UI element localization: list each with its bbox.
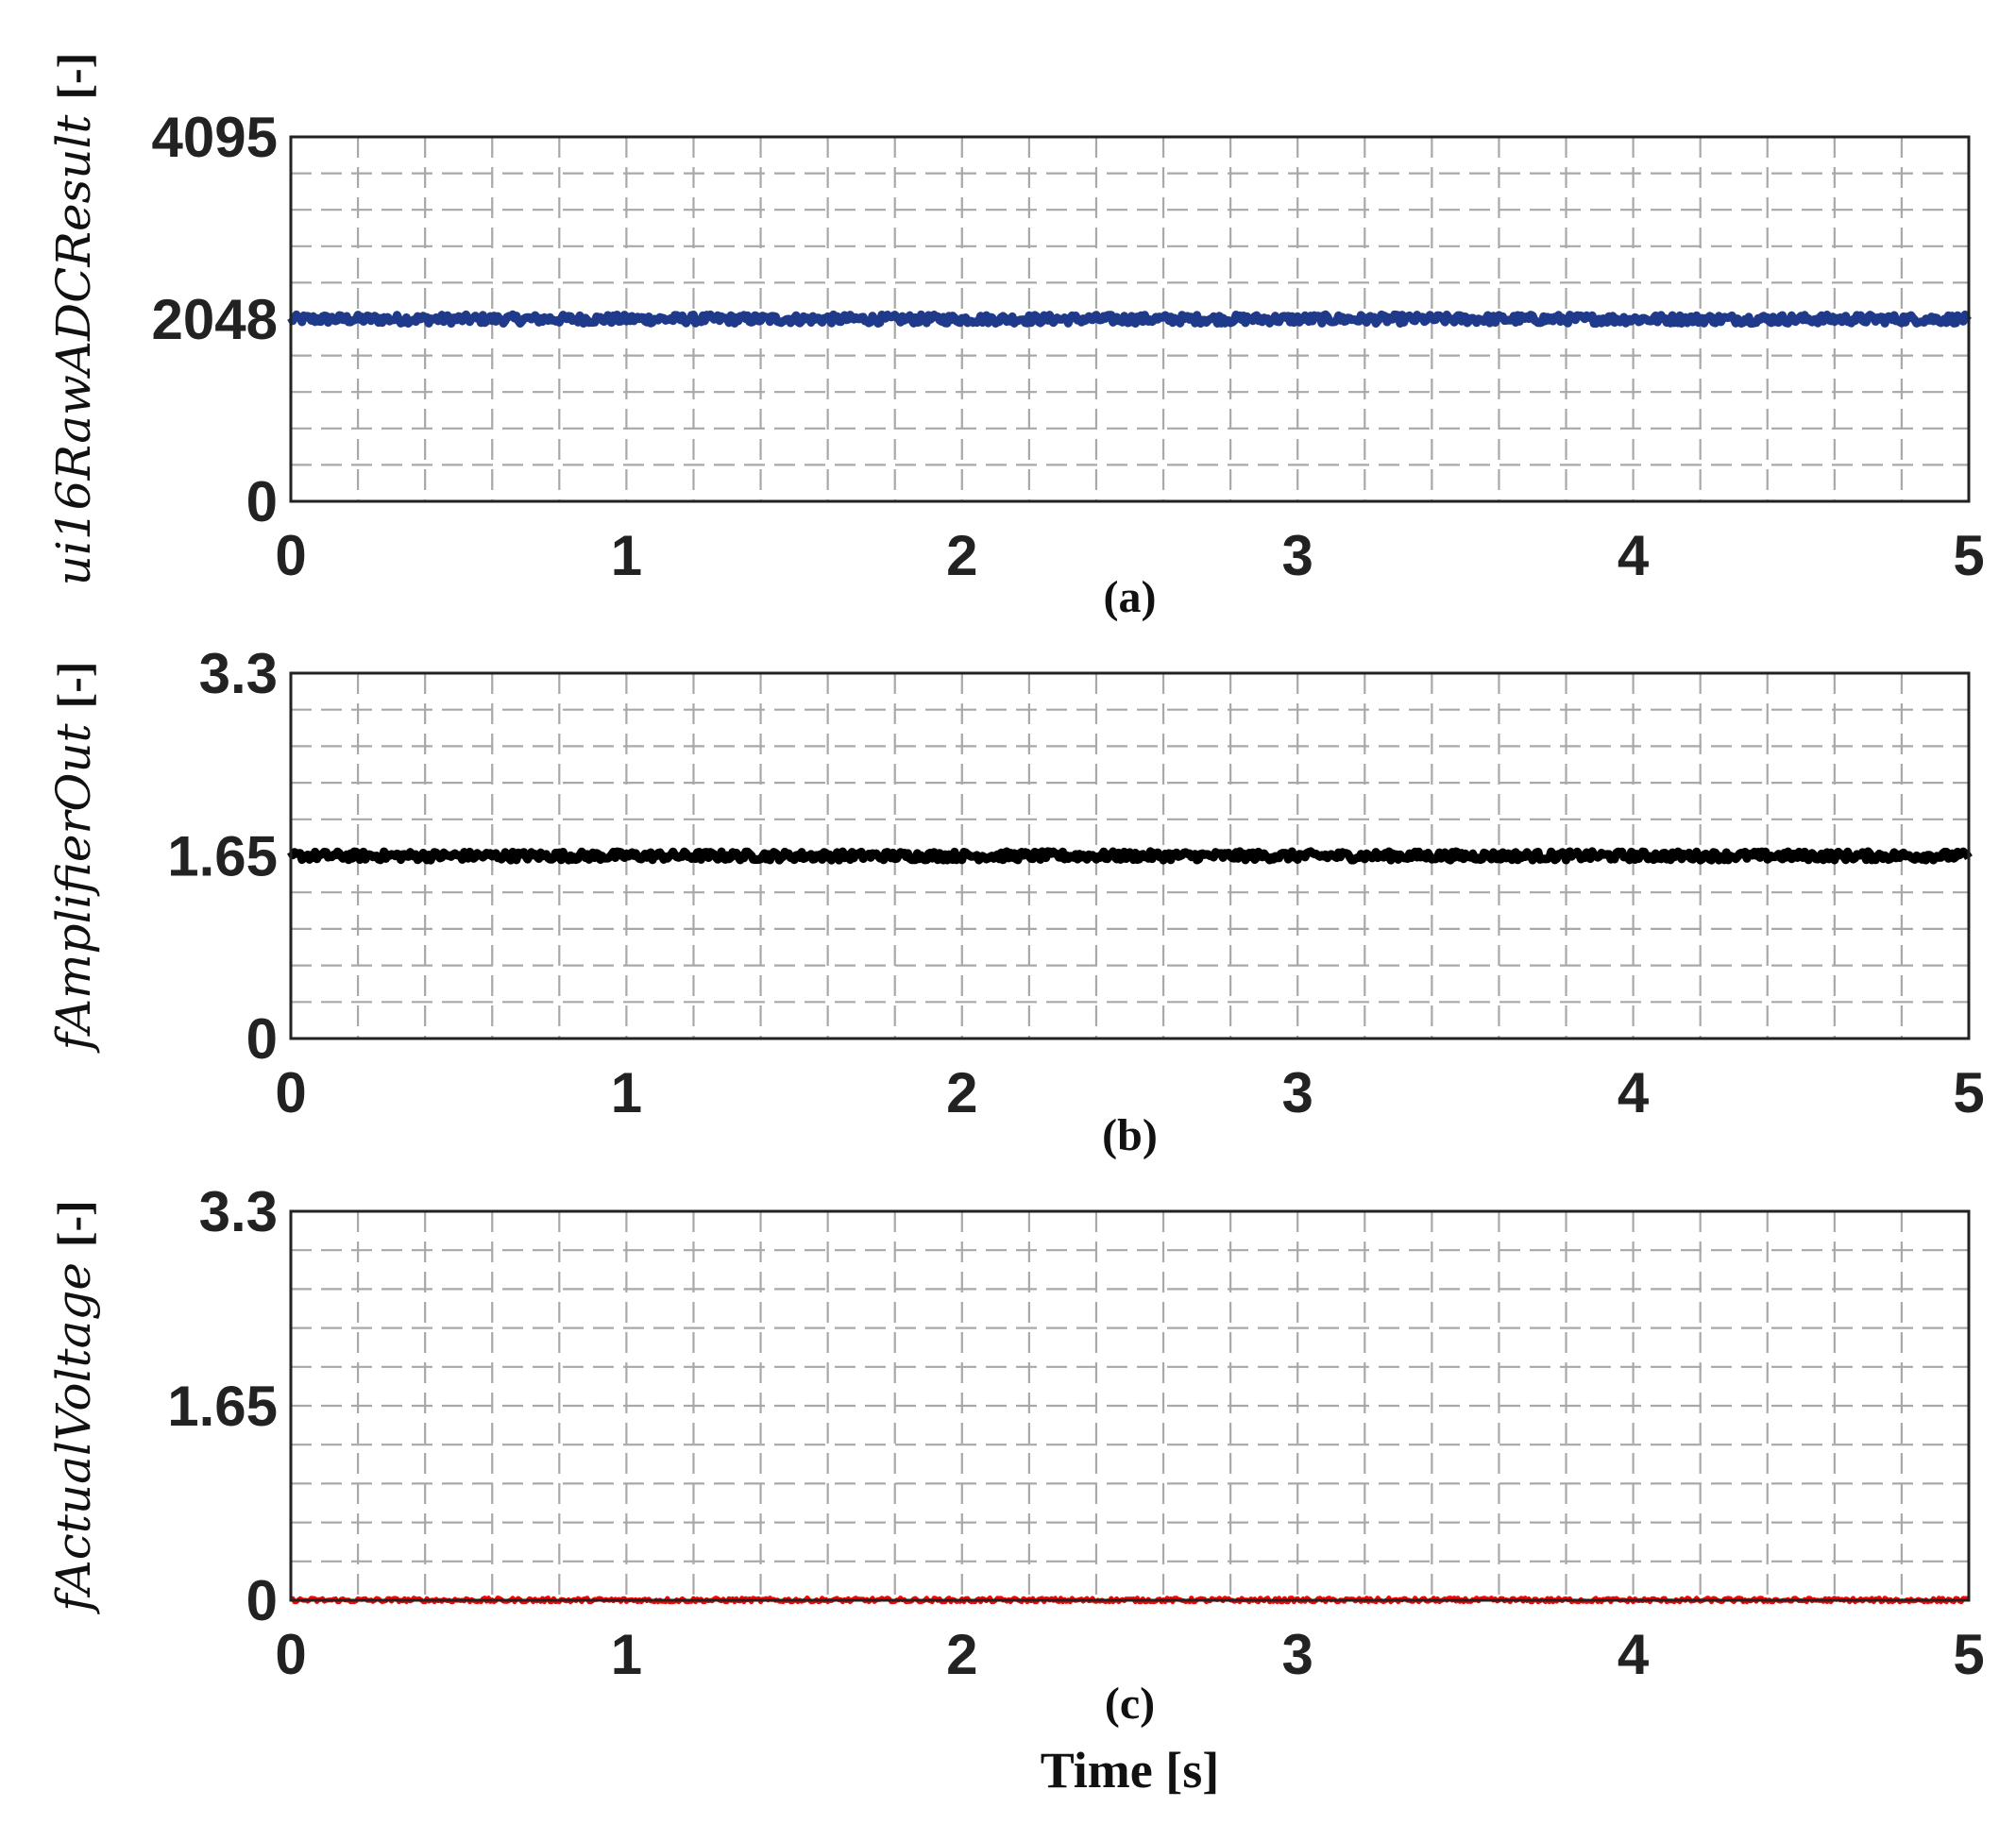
y-tick-label: 1.65 xyxy=(167,1375,278,1438)
y-tick-label: 0 xyxy=(246,1569,278,1632)
panel-a: 0 1 2 3 4 5 0 2048 4095 ui16RawADCResult [-] (a) xyxy=(46,53,1985,622)
y-tick-label: 3.3 xyxy=(199,1180,278,1243)
x-tick-label: 2 xyxy=(946,524,977,587)
series-line xyxy=(287,310,1973,329)
x-tick-label: 5 xyxy=(1953,524,1984,587)
y-tick-label: 0 xyxy=(246,470,278,533)
x-tick-label: 3 xyxy=(1282,524,1313,587)
y-axis-label: ui16RawADCResult [-] xyxy=(46,53,101,586)
panel-caption: (c) xyxy=(1105,1679,1155,1729)
panel-c: 0 1 2 3 4 5 0 1.65 3.3 fActualVoltage [-] (c) xyxy=(46,1180,1985,1729)
y-tick-label: 0 xyxy=(246,1007,278,1071)
panel-b: 0 1 2 3 4 5 0 1.65 3.3 fAmplifierOut [-] (b) xyxy=(46,642,1985,1160)
x-tick-label: 0 xyxy=(275,1623,306,1686)
x-tick-label: 1 xyxy=(611,1623,642,1686)
y-axis-label: fActualVoltage [-] xyxy=(46,1200,101,1615)
plot-frame xyxy=(289,671,1971,1040)
x-tick-label: 2 xyxy=(946,1623,977,1686)
plot-frame xyxy=(289,135,1971,503)
y-tick-label: 4095 xyxy=(152,106,278,169)
x-tick-label: 5 xyxy=(1953,1623,1984,1686)
y-tick-label: 1.65 xyxy=(167,825,278,888)
x-axis-label: Time [s] xyxy=(1041,1742,1219,1799)
y-axis-label: fAmplifierOut [-] xyxy=(46,662,101,1055)
x-tick-label: 2 xyxy=(946,1061,977,1124)
panel-caption: (b) xyxy=(1102,1110,1158,1160)
x-tick-label: 1 xyxy=(611,524,642,587)
series-line xyxy=(287,847,1973,865)
y-tick-label: 2048 xyxy=(152,288,278,351)
x-tick-label: 4 xyxy=(1618,1623,1650,1686)
x-tick-label: 0 xyxy=(275,1061,306,1124)
x-tick-label: 4 xyxy=(1618,1061,1650,1124)
x-tick-label: 4 xyxy=(1618,524,1650,587)
x-tick-label: 3 xyxy=(1282,1061,1313,1124)
y-tick-label: 3.3 xyxy=(199,642,278,705)
x-tick-label: 3 xyxy=(1282,1623,1313,1686)
x-tick-label: 1 xyxy=(611,1061,642,1124)
x-tick-label: 0 xyxy=(275,524,306,587)
panel-caption: (a) xyxy=(1104,572,1157,622)
x-tick-label: 5 xyxy=(1953,1061,1984,1124)
plot-frame xyxy=(289,1209,1971,1602)
